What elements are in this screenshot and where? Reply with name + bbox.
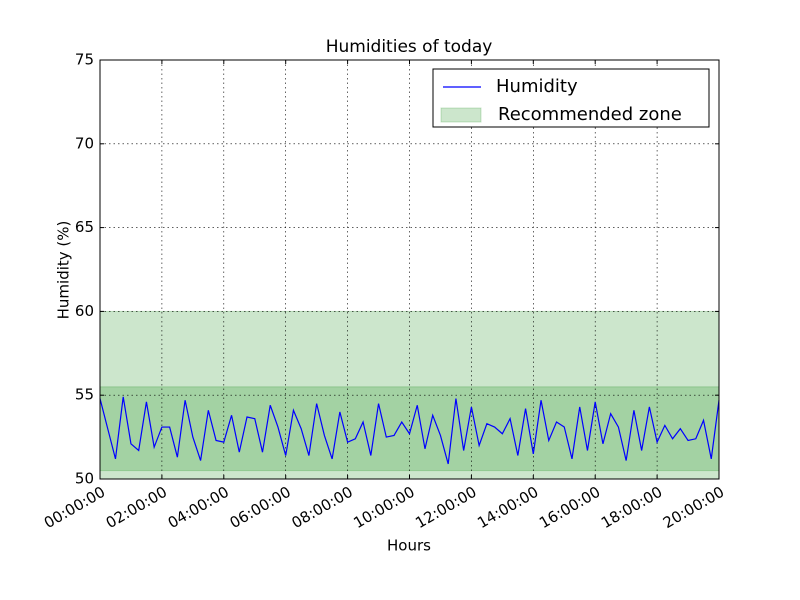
x-tick-label: 18:00:00	[598, 483, 665, 532]
y-tick-label: 70	[75, 134, 94, 152]
y-tick-label: 60	[75, 302, 94, 320]
x-tick-label: 06:00:00	[227, 483, 294, 532]
x-tick-label: 00:00:00	[41, 483, 108, 532]
x-tick-label: 20:00:00	[660, 483, 727, 532]
y-tick-label: 75	[75, 51, 94, 69]
y-tick-label: 65	[75, 218, 94, 236]
y-axis-label: Humidity (%)	[55, 221, 73, 320]
x-tick-label: 10:00:00	[350, 483, 417, 532]
legend-label: Recommended zone	[498, 104, 682, 125]
x-tick-label: 04:00:00	[165, 483, 232, 532]
chart-title: Humidities of today	[326, 37, 493, 57]
x-tick-label: 14:00:00	[474, 483, 541, 532]
x-tick-label: 12:00:00	[412, 483, 479, 532]
y-tick-label: 55	[75, 386, 94, 404]
x-tick-label: 02:00:00	[103, 483, 170, 532]
x-tick-label: 08:00:00	[289, 483, 356, 532]
y-tick-label: 50	[75, 470, 94, 488]
plot-frame	[99, 59, 720, 480]
legend-patch	[440, 107, 482, 123]
legend-box	[432, 68, 710, 128]
legend-label: Humidity	[496, 76, 578, 97]
humidity-line	[99, 396, 720, 465]
x-axis-label: Hours	[387, 537, 431, 555]
x-tick-label: 16:00:00	[536, 483, 603, 532]
